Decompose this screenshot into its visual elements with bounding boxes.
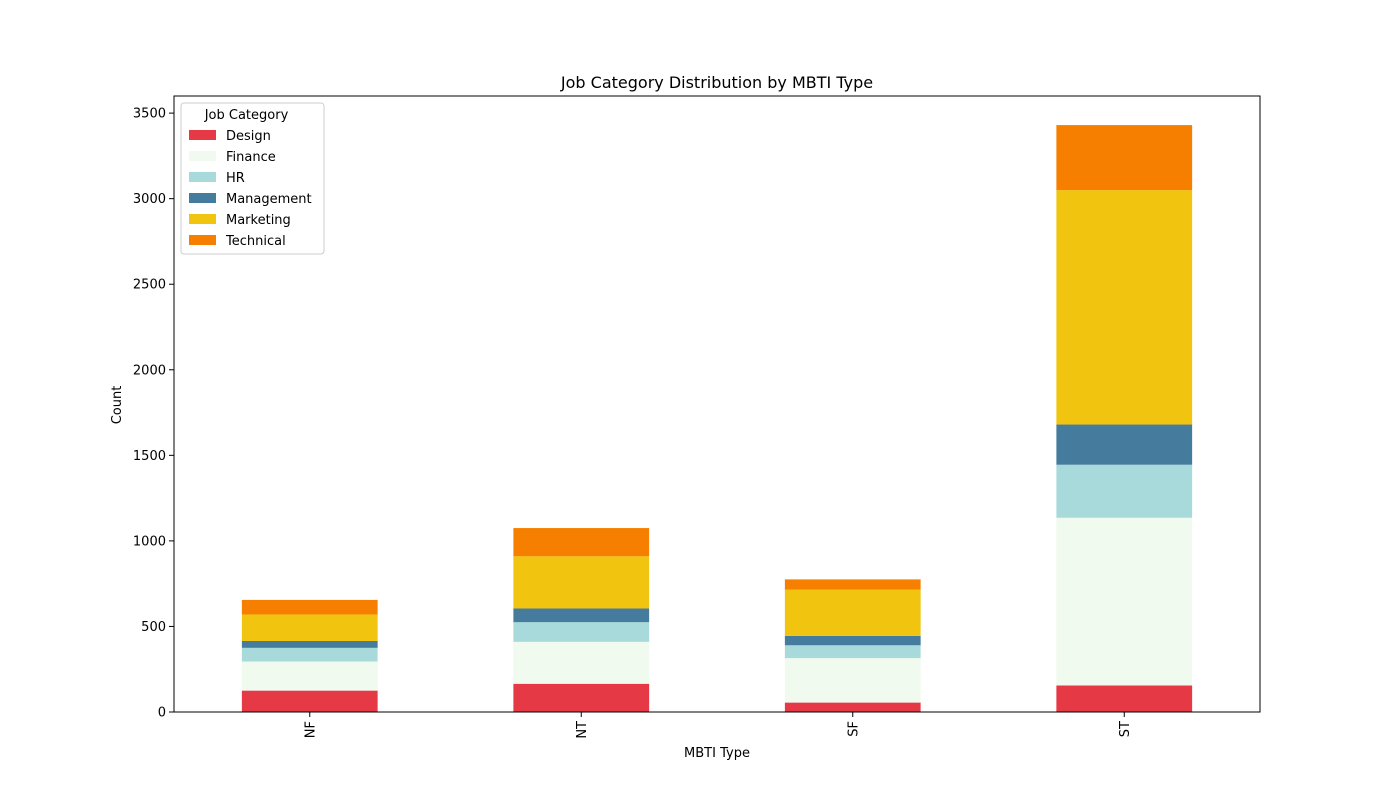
- legend-label-hr: HR: [226, 171, 245, 186]
- x-tick-label: NT: [575, 721, 590, 739]
- bar-sf-marketing: [784, 589, 921, 636]
- y-tick-label: 3500: [133, 107, 166, 122]
- bar-sf-design: [784, 702, 921, 712]
- bar-st-design: [1056, 685, 1193, 712]
- bar-nt-finance: [513, 641, 650, 684]
- legend-swatch-design: [189, 130, 216, 140]
- y-tick-label: 1500: [133, 449, 166, 464]
- legend-swatch-marketing: [189, 214, 216, 224]
- legend-title: Job Category: [204, 108, 289, 123]
- legend: Job Category Design Finance HR Management Mar…: [180, 102, 325, 255]
- legend-label-management: Management: [226, 192, 312, 207]
- legend-swatch-technical: [189, 235, 216, 245]
- y-tick-label: 0: [158, 706, 166, 721]
- legend-swatch-hr: [189, 172, 216, 182]
- legend-label-finance: Finance: [226, 150, 276, 165]
- bar-nf-management: [241, 640, 378, 648]
- bar-nt-marketing: [513, 556, 650, 609]
- y-tick-label: 500: [141, 620, 166, 635]
- legend-label-marketing: Marketing: [226, 213, 291, 228]
- bar-st-hr: [1056, 464, 1193, 518]
- bar-nf-hr: [241, 647, 378, 662]
- legend-box: [180, 102, 325, 255]
- y-tick-label: 1000: [133, 534, 166, 549]
- bar-sf-technical: [784, 579, 921, 590]
- bar-nf-finance: [241, 661, 378, 691]
- x-tick-label: SF: [846, 721, 861, 737]
- plot-frame: [173, 95, 1261, 713]
- bars-layer: [241, 125, 1193, 712]
- bar-nt-hr: [513, 622, 650, 642]
- legend-swatch-finance: [189, 151, 216, 161]
- y-tick-label: 2000: [133, 363, 166, 378]
- bar-nf-technical: [241, 599, 378, 615]
- bar-st-marketing: [1056, 190, 1193, 425]
- axes-layer: 0 500 1000 1500 2000 2500 3000 3500 NF NT SF ST: [133, 95, 1261, 739]
- bar-st-finance: [1056, 517, 1193, 686]
- x-axis-label: MBTI Type: [684, 746, 750, 761]
- x-tick-label: ST: [1118, 721, 1133, 737]
- bar-sf-hr: [784, 645, 921, 659]
- bar-sf-management: [784, 635, 921, 646]
- y-tick-label: 2500: [133, 278, 166, 293]
- chart-title: Job Category Distribution by MBTI Type: [560, 73, 873, 92]
- bar-st-technical: [1056, 125, 1193, 191]
- legend-label-design: Design: [226, 129, 271, 144]
- bar-nt-management: [513, 608, 650, 623]
- y-tick-label: 3000: [133, 192, 166, 207]
- bar-nt-design: [513, 683, 650, 712]
- bar-nt-technical: [513, 528, 650, 557]
- bar-nf-design: [241, 690, 378, 712]
- legend-swatch-management: [189, 193, 216, 203]
- bar-st-management: [1056, 424, 1193, 465]
- bar-sf-finance: [784, 658, 921, 703]
- legend-label-technical: Technical: [225, 234, 286, 249]
- y-axis-label: Count: [110, 386, 125, 425]
- x-tick-label: NF: [303, 721, 318, 738]
- bar-nf-marketing: [241, 614, 378, 641]
